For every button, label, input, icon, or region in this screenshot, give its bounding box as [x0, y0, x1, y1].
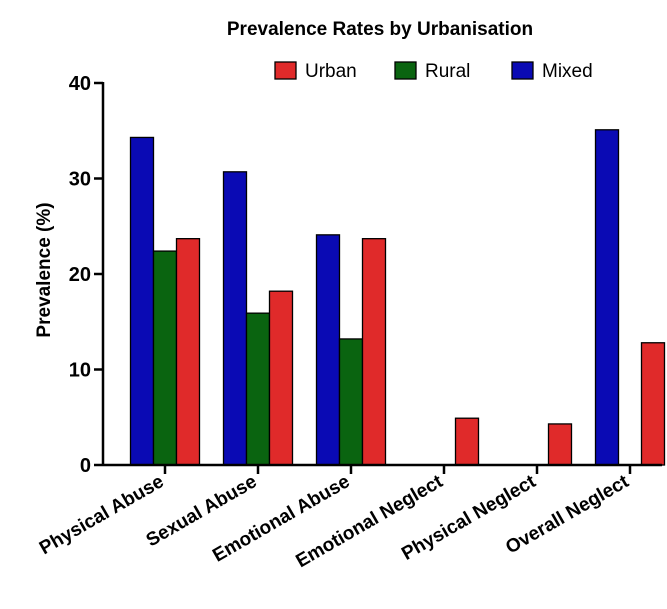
- legend: Urban Rural Mixed: [274, 61, 593, 82]
- x-tick-label: Physical Abuse: [36, 471, 168, 559]
- bar-urban-physical-neglect: [547, 423, 573, 466]
- bar-urban-emotional-abuse: [361, 238, 387, 466]
- bar-urban-physical-abuse: [175, 238, 201, 466]
- legend-label-rural: Rural: [425, 61, 470, 82]
- chart-title: Prevalence Rates by Urbanisation: [227, 19, 533, 40]
- y-axis-label: Prevalence (%): [34, 202, 55, 337]
- y-tick-label: 10: [69, 360, 91, 382]
- bar-urban-sexual-abuse: [268, 290, 294, 466]
- bars-group: [129, 129, 666, 466]
- y-tick-label: 0: [80, 455, 91, 477]
- bar-mixed-sexual-abuse: [222, 171, 248, 466]
- legend-swatch-rural: [394, 61, 417, 80]
- bar-rural-emotional-abuse: [338, 338, 364, 466]
- legend-label-urban: Urban: [305, 61, 357, 82]
- bar-mixed-emotional-abuse: [315, 234, 341, 466]
- bar-rural-physical-abuse: [152, 250, 178, 466]
- bar-mixed-overall-neglect: [594, 129, 620, 466]
- legend-swatch-urban: [274, 61, 297, 80]
- legend-label-mixed: Mixed: [542, 61, 593, 82]
- bar-urban-overall-neglect: [640, 342, 666, 466]
- bar-urban-emotional-neglect: [454, 417, 480, 466]
- bar-rural-sexual-abuse: [245, 312, 271, 466]
- y-tick-label: 30: [69, 169, 91, 191]
- bar-mixed-physical-abuse: [129, 136, 155, 466]
- y-tick-label: 20: [69, 264, 91, 286]
- y-tick-label: 40: [69, 73, 91, 95]
- legend-swatch-mixed: [511, 61, 534, 80]
